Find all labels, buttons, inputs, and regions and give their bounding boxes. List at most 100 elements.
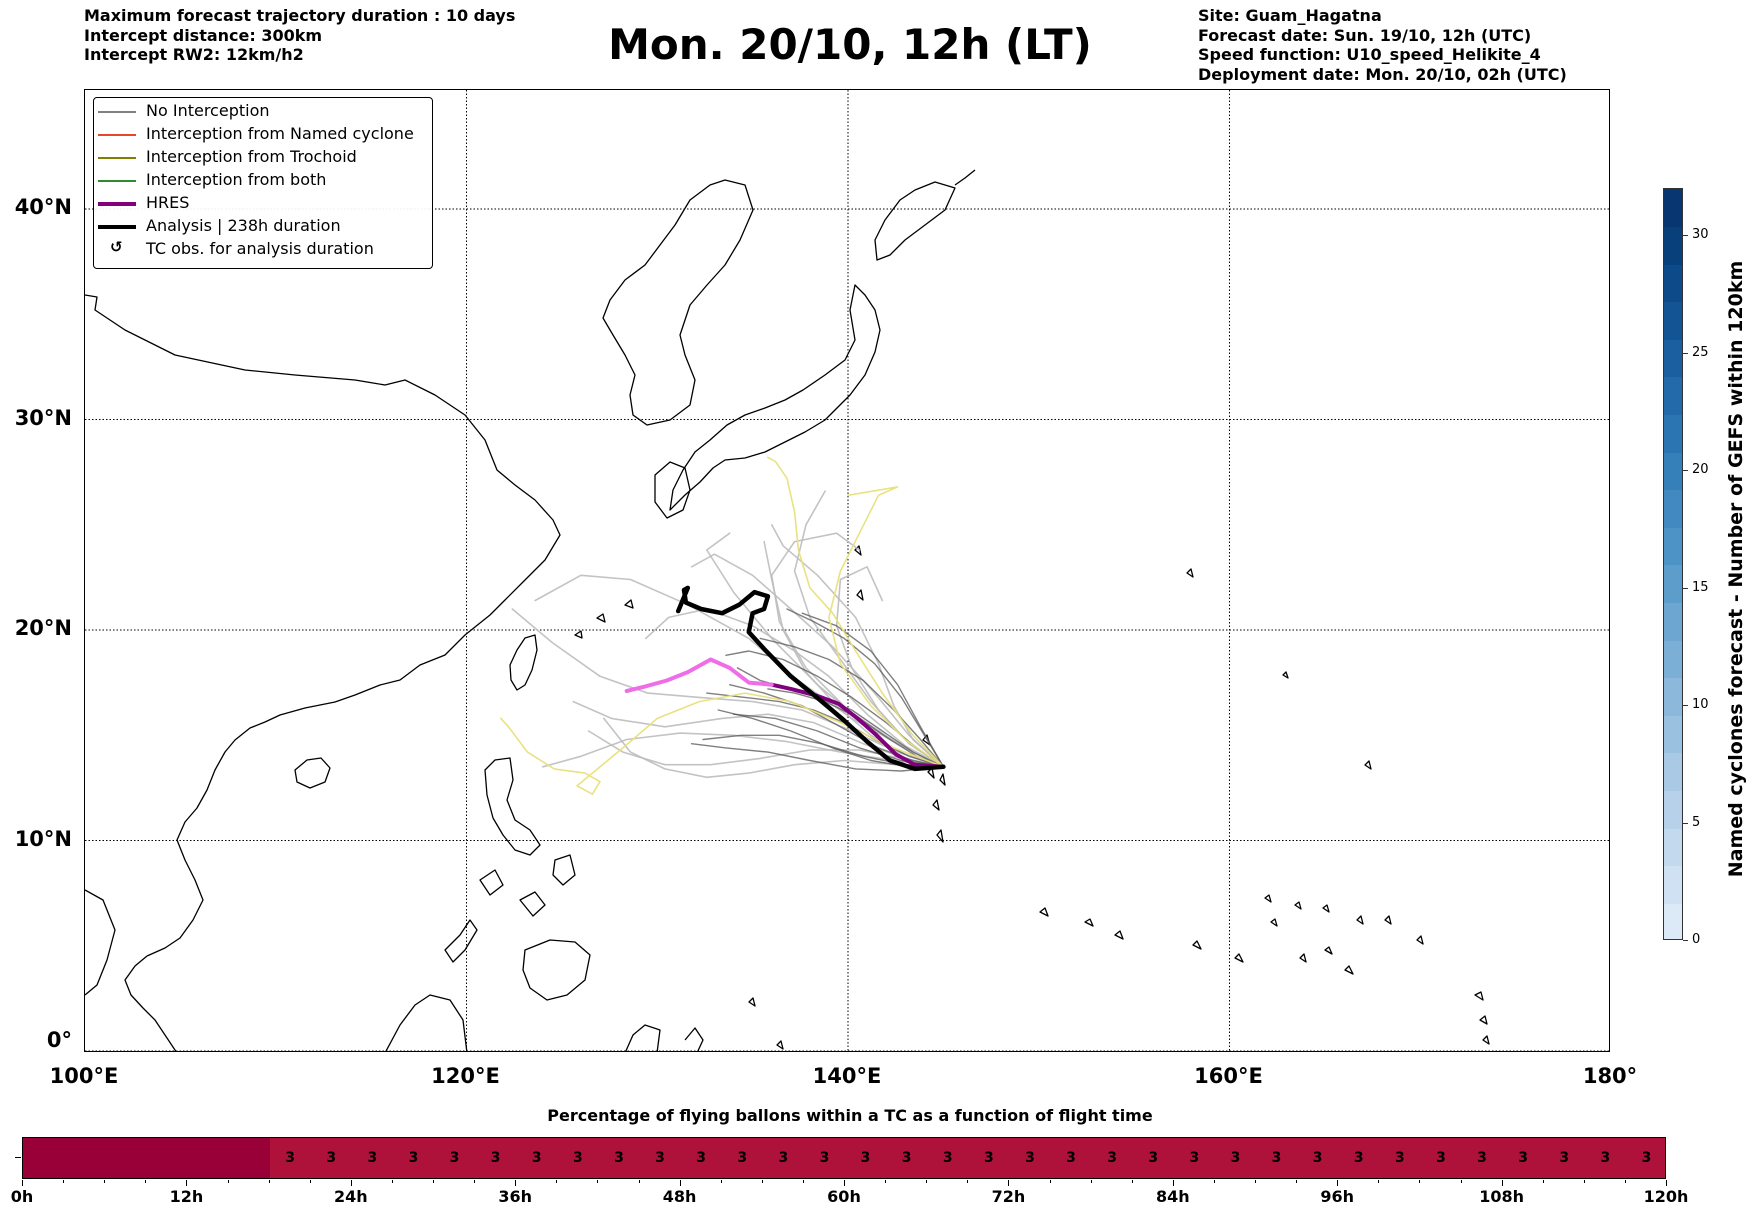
legend-entry-tc-obs: ↺ TC obs. for analysis duration	[94, 238, 432, 261]
lon-tick-label: 120°E	[431, 1064, 500, 1088]
member-track-light	[541, 732, 945, 768]
map-legend: No Interception Interception from Named …	[93, 97, 433, 269]
flight-bar-cell-value: 3	[901, 1150, 912, 1166]
flight-bar-tick	[556, 1180, 558, 1183]
map-panel	[84, 89, 1610, 1052]
colorbar-segment	[1664, 452, 1682, 491]
forecast-date-text: Forecast date: Sun. 19/10, 12h (UTC)	[1198, 25, 1532, 45]
colorbar-segment	[1664, 640, 1682, 679]
flight-bar-tick	[802, 1180, 804, 1183]
flight-bar-tick	[1172, 1180, 1174, 1186]
colorbar-segment	[1664, 828, 1682, 867]
island-ralik	[1264, 894, 1424, 945]
flight-bar-tick	[1666, 1180, 1667, 1186]
flight-bar-tick	[844, 1180, 845, 1186]
flight-bar-cell-value: 3	[1600, 1150, 1611, 1166]
island-misc	[748, 568, 1194, 1050]
colorbar-tick-mark	[1683, 352, 1688, 354]
flight-bar-tick	[268, 1180, 270, 1183]
island-carolines	[1039, 907, 1354, 975]
member-track-light	[511, 608, 945, 768]
hres-track-east	[769, 682, 946, 769]
flight-bar-tick	[761, 1180, 763, 1183]
flight-bar-tick	[145, 1180, 147, 1183]
coastline-taiwan	[509, 634, 538, 691]
flight-bar-cell-value: 3	[1148, 1150, 1159, 1166]
flight-bar-cell-value: 3	[1107, 1150, 1118, 1166]
flight-bar-cell-value: 3	[572, 1150, 583, 1166]
flight-bar-cell-value: 3	[490, 1150, 501, 1166]
legend-label-analysis: Analysis | 238h duration	[146, 216, 341, 235]
flight-bar-tick	[885, 1180, 887, 1183]
flight-bar-tick	[433, 1180, 434, 1183]
colorbar-tick-mark	[1683, 235, 1688, 236]
coastline-panay	[519, 891, 546, 917]
colorbar-segment	[1664, 264, 1682, 303]
flight-bar-tick-label: 0h	[10, 1187, 34, 1206]
colorbar-segment	[1664, 339, 1682, 378]
colorbar-tick-label: 0	[1692, 932, 1701, 947]
colorbar-segment	[1664, 527, 1682, 566]
colorbar-segment	[1664, 565, 1682, 604]
colorbar-segment	[1664, 790, 1682, 829]
coastline-mindanao	[522, 939, 591, 1001]
hres-track-group	[624, 657, 946, 769]
analysis-track	[675, 585, 946, 772]
colorbar-tick-label: 25	[1692, 344, 1709, 360]
coastline-vietnam-south	[124, 955, 177, 1051]
cyclone-symbol-icon: ↺	[110, 238, 123, 256]
flight-bar-tick	[638, 1180, 640, 1183]
flight-bar-tick-label: 48h	[662, 1187, 697, 1206]
member-track-light	[770, 532, 945, 768]
coastline-hainan	[294, 757, 331, 789]
colorbar-segment	[1664, 189, 1682, 228]
flight-bar-tick-label: 120h	[1643, 1187, 1689, 1206]
legend-entry-named-cyclone: Interception from Named cyclone	[94, 123, 432, 146]
flight-bar-cell-value: 3	[1312, 1150, 1323, 1166]
lat-tick-label: 30°N	[14, 405, 72, 430]
coastlines	[85, 169, 1490, 1051]
flight-bar-tick	[1501, 1180, 1503, 1186]
legend-label-both: Interception from both	[146, 170, 327, 189]
member-track-light	[602, 717, 945, 779]
flight-bar-cell-value: 3	[1641, 1150, 1652, 1166]
legend-label-trochoid: Interception from Trochoid	[146, 147, 357, 166]
colorbar	[1663, 188, 1683, 940]
flight-bar-tick	[720, 1180, 722, 1183]
flight-bar-cell-value: 3	[1230, 1150, 1241, 1166]
flight-bar-tick	[227, 1180, 229, 1183]
lon-tick-label: 180°	[1582, 1064, 1638, 1088]
flight-bar-tick	[391, 1180, 393, 1183]
flight-bar-tick-label: 60h	[827, 1187, 861, 1206]
flight-bar-cell-value: 3	[408, 1150, 419, 1166]
legend-entry-analysis: Analysis | 238h duration	[94, 215, 432, 238]
coastline-kuril	[954, 169, 976, 186]
flight-bar-tick-label: 36h	[498, 1187, 533, 1206]
coastline-halmahera	[684, 1027, 704, 1051]
flight-bar-tick	[926, 1180, 928, 1183]
flight-bar-tick	[1542, 1180, 1544, 1183]
colorbar-tick-label: 5	[1692, 814, 1701, 830]
flight-bar-tick	[1337, 1180, 1339, 1186]
flight-bar-cell-value: 3	[983, 1150, 994, 1166]
flight-bar-cell-value: 3	[1066, 1150, 1076, 1166]
coastline-mindoro	[479, 869, 504, 896]
site-text: Site: Guam_Hagatna	[1198, 6, 1382, 25]
colorbar-segment	[1664, 226, 1682, 265]
legend-entry-hres: HRES	[94, 192, 432, 215]
flight-bar-tick-label: 72h	[991, 1187, 1026, 1206]
map-canvas	[85, 90, 1609, 1051]
flight-bar-tick	[1255, 1180, 1256, 1183]
flight-bar-cell-value: 3	[1394, 1150, 1405, 1166]
colorbar-tick-mark	[1683, 705, 1688, 706]
deployment-date-text: Deployment date: Mon. 20/10, 02h (UTC)	[1198, 64, 1567, 84]
flight-bar-tick-label: 24h	[333, 1187, 368, 1206]
legend-label-hres: HRES	[146, 193, 190, 212]
member-track-dark	[729, 684, 945, 768]
flight-bar-cell-value: 3	[860, 1150, 871, 1166]
coastline-luzon	[484, 757, 541, 856]
coastline-hokkaido	[874, 181, 956, 261]
flight-bar-cell-value: 3	[737, 1150, 748, 1166]
colorbar-segment	[1664, 903, 1682, 939]
member-track-light	[572, 700, 945, 768]
